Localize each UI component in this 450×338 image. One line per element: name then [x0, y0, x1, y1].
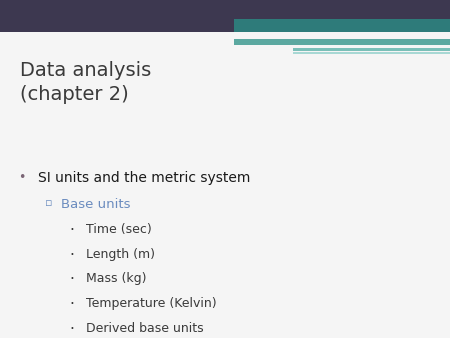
Text: ▫: ▫: [45, 198, 53, 208]
Text: ·: ·: [70, 322, 75, 337]
Text: ·: ·: [70, 248, 75, 263]
Text: Time (sec): Time (sec): [86, 223, 151, 236]
Text: Data analysis
(chapter 2): Data analysis (chapter 2): [20, 61, 152, 104]
Text: ·: ·: [70, 297, 75, 312]
Text: •: •: [18, 171, 25, 184]
Text: Derived base units: Derived base units: [86, 322, 203, 335]
Text: Length (m): Length (m): [86, 248, 154, 261]
Text: Mass (kg): Mass (kg): [86, 272, 146, 285]
Text: ·: ·: [70, 223, 75, 238]
Text: Temperature (Kelvin): Temperature (Kelvin): [86, 297, 216, 310]
Text: ·: ·: [70, 272, 75, 287]
Text: SI units and the metric system: SI units and the metric system: [38, 171, 251, 185]
Text: Base units: Base units: [61, 198, 130, 211]
